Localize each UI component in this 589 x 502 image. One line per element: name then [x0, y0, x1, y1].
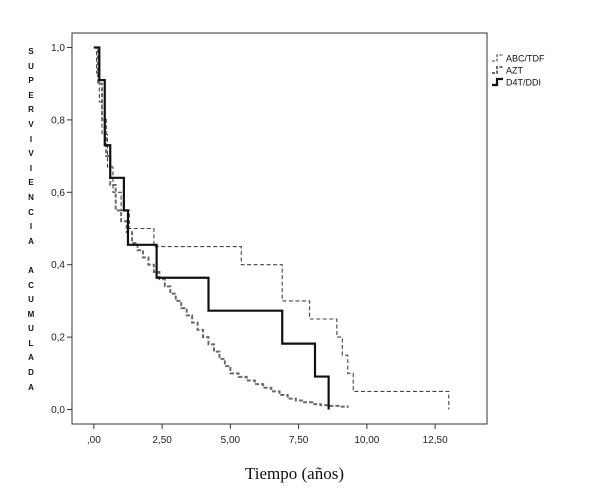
x-tick-label: 5,00 — [221, 435, 241, 446]
y-axis-title-letter: V — [28, 119, 34, 129]
plot-frame — [71, 32, 488, 425]
y-tick-label: 0,4 — [51, 260, 65, 271]
x-tick-label: 10,00 — [354, 435, 379, 446]
km-curve-azt — [93, 46, 349, 408]
y-tick-label: 0,2 — [51, 333, 65, 344]
x-tick-label: 2,50 — [152, 435, 172, 446]
legend-swatch — [492, 77, 503, 87]
legend-swatch — [492, 54, 503, 62]
y-tick-label: 1,0 — [51, 43, 65, 54]
y-tick-label: 0,8 — [51, 115, 65, 126]
y-axis-title-letter: A — [28, 236, 34, 246]
y-axis-title-letter: P — [28, 76, 34, 86]
y-axis-title-letter: I — [29, 163, 33, 173]
y-axis-title-letter: L — [28, 338, 34, 348]
legend-label: AZT — [506, 66, 524, 76]
km-curve-d4t-ddi — [93, 46, 330, 410]
y-axis-title-gap — [24, 252, 38, 267]
legend-label: ABC/TDF — [506, 54, 545, 64]
legend-swatch — [492, 66, 503, 74]
x-axis-title: Tiempo (años) — [244, 464, 344, 483]
y-axis-title-letter: I — [29, 222, 33, 232]
y-axis-title-letter: A — [28, 265, 34, 275]
legend-label: D4T/DDI — [506, 78, 541, 88]
y-axis-title-letter: E — [28, 178, 34, 188]
y-axis-title-letter: I — [29, 134, 33, 144]
series-group — [93, 46, 450, 410]
y-axis-title-letter: A — [28, 353, 34, 363]
km-curve-abc-tdf — [93, 46, 450, 410]
y-axis-title-letter: C — [28, 207, 34, 217]
y-tick-label: 0,0 — [51, 405, 65, 416]
axes-group: 0,0 0,2 0,4 0,6 0,8 1,0 ,00 2,50 5,00 7,50 10,00 12… — [51, 32, 488, 446]
x-tick-label: ,00 — [87, 435, 101, 446]
y-axis-title-letter: A — [28, 382, 34, 392]
x-tick-label: 12,50 — [423, 435, 448, 446]
y-axis-title-letter: S — [28, 47, 34, 56]
y-axis-title-letter: V — [28, 149, 34, 159]
y-axis-title-letter: E — [28, 90, 34, 100]
x-tick-label: 7,50 — [289, 435, 309, 446]
y-axis-title-letter: C — [28, 280, 34, 290]
legend-group: ABC/TDF AZT D4T/DDI — [492, 54, 545, 88]
y-axis-title-letter: U — [28, 61, 34, 71]
y-axis-title-letter: R — [28, 105, 34, 115]
y-axis-title-letter: U — [28, 324, 34, 334]
y-axis-title-letter: D — [28, 368, 34, 378]
y-axis-title-letter: U — [28, 295, 34, 305]
y-tick-label: 0,6 — [51, 188, 65, 199]
y-axis-title-letter: N — [28, 192, 34, 202]
y-axis-title-letter: M — [27, 309, 35, 319]
